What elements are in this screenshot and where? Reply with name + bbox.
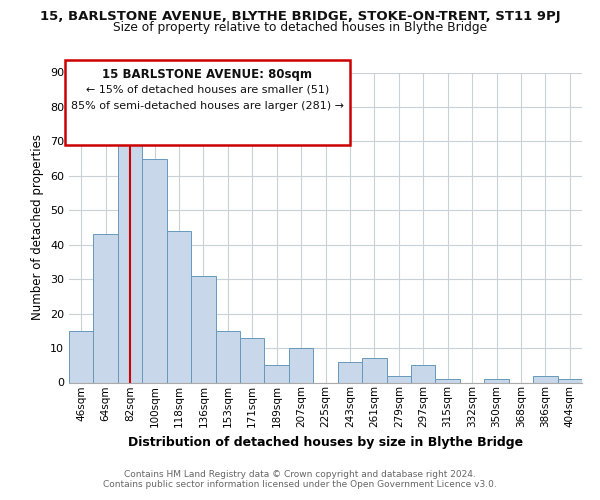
- Text: 15 BARLSTONE AVENUE: 80sqm: 15 BARLSTONE AVENUE: 80sqm: [102, 68, 312, 81]
- X-axis label: Distribution of detached houses by size in Blythe Bridge: Distribution of detached houses by size …: [128, 436, 523, 448]
- Text: Size of property relative to detached houses in Blythe Bridge: Size of property relative to detached ho…: [113, 22, 487, 35]
- Text: 85% of semi-detached houses are larger (281) →: 85% of semi-detached houses are larger (…: [71, 101, 344, 111]
- Bar: [436, 379, 460, 382]
- Bar: [118, 142, 142, 382]
- Text: ← 15% of detached houses are smaller (51): ← 15% of detached houses are smaller (51…: [86, 84, 329, 94]
- Bar: [338, 362, 362, 382]
- Bar: [240, 338, 265, 382]
- Text: Contains HM Land Registry data © Crown copyright and database right 2024.: Contains HM Land Registry data © Crown c…: [124, 470, 476, 479]
- Bar: [411, 366, 436, 382]
- Bar: [94, 234, 118, 382]
- Bar: [265, 366, 289, 382]
- Bar: [289, 348, 313, 382]
- Bar: [191, 276, 215, 382]
- Bar: [142, 158, 167, 382]
- Bar: [69, 331, 94, 382]
- Y-axis label: Number of detached properties: Number of detached properties: [31, 134, 44, 320]
- Bar: [484, 379, 509, 382]
- Bar: [215, 331, 240, 382]
- Bar: [557, 379, 582, 382]
- Text: Contains public sector information licensed under the Open Government Licence v3: Contains public sector information licen…: [103, 480, 497, 489]
- Bar: [167, 231, 191, 382]
- Bar: [533, 376, 557, 382]
- Bar: [362, 358, 386, 382]
- Bar: [386, 376, 411, 382]
- Text: 15, BARLSTONE AVENUE, BLYTHE BRIDGE, STOKE-ON-TRENT, ST11 9PJ: 15, BARLSTONE AVENUE, BLYTHE BRIDGE, STO…: [40, 10, 560, 23]
